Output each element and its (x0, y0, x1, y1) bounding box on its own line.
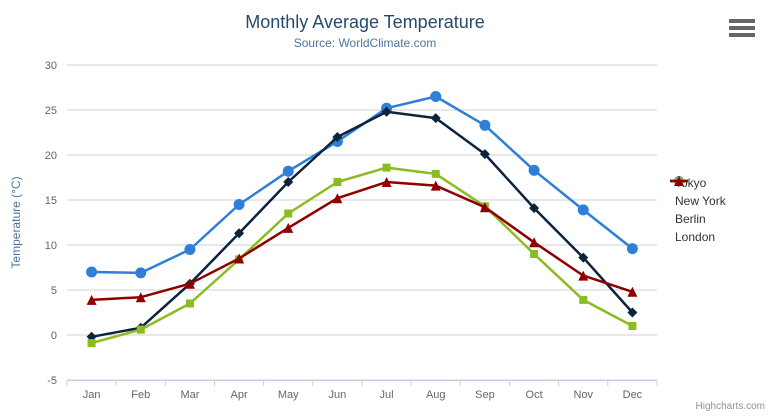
data-point-marker[interactable] (430, 91, 442, 102)
data-point-marker[interactable] (528, 164, 540, 176)
series-new-york[interactable] (86, 106, 638, 342)
data-point-marker[interactable] (185, 299, 194, 308)
y-axis-title: Temperature (°C) (9, 176, 23, 268)
data-point-marker[interactable] (382, 163, 391, 172)
y-axis-label: 25 (45, 105, 57, 117)
legend-marker-triangle-icon (670, 176, 688, 186)
data-point-marker[interactable] (530, 250, 539, 258)
data-point-marker[interactable] (87, 339, 96, 348)
legend-item-london[interactable]: London (670, 176, 768, 246)
y-axis-label: 30 (45, 60, 57, 72)
data-point-marker[interactable] (233, 199, 245, 210)
chart-legend: Tokyo New York Berlin London (670, 174, 768, 246)
data-point-marker[interactable] (184, 244, 196, 255)
data-point-marker[interactable] (284, 209, 293, 218)
data-point-marker[interactable] (184, 278, 195, 289)
data-point-marker[interactable] (234, 228, 245, 239)
data-point-marker[interactable] (282, 165, 294, 177)
data-point-marker[interactable] (135, 292, 146, 303)
data-point-marker[interactable] (579, 295, 588, 304)
data-point-marker[interactable] (234, 253, 245, 264)
x-axis-label: Jan (83, 389, 101, 401)
x-axis-label: Jun (329, 389, 347, 401)
data-point-marker[interactable] (431, 169, 440, 178)
series-tokyo[interactable] (86, 91, 638, 279)
data-point-marker[interactable] (529, 203, 540, 214)
data-point-marker[interactable] (332, 193, 343, 204)
hamburger-icon (728, 19, 756, 37)
data-point-marker[interactable] (430, 180, 441, 191)
x-axis-label: Dec (623, 389, 643, 401)
x-axis-label: May (278, 389, 299, 401)
series-line[interactable] (91, 180, 633, 302)
data-point-marker[interactable] (577, 204, 589, 216)
legend-item-berlin[interactable]: Berlin (670, 177, 768, 228)
data-point-marker[interactable] (479, 202, 490, 213)
data-point-marker[interactable] (283, 222, 294, 233)
data-point-marker[interactable] (628, 322, 637, 330)
y-axis-label: 10 (45, 240, 57, 252)
data-point-marker[interactable] (578, 252, 589, 263)
credits-link[interactable]: Highcharts.com (695, 401, 765, 412)
series-line[interactable] (91, 110, 634, 339)
x-axis-label: Feb (131, 389, 150, 401)
y-axis-label: 5 (51, 285, 57, 297)
y-axis-label: -5 (47, 375, 57, 387)
series-line[interactable] (91, 95, 634, 275)
series-london[interactable] (86, 177, 638, 305)
data-point-marker[interactable] (430, 113, 441, 124)
data-point-marker[interactable] (578, 270, 589, 281)
y-axis-label: 20 (45, 150, 57, 162)
data-point-marker[interactable] (479, 149, 490, 160)
y-axis-label: 15 (45, 195, 57, 207)
x-axis-label: Apr (231, 389, 248, 401)
data-point-marker[interactable] (627, 286, 638, 297)
x-axis-label: Jul (380, 389, 394, 401)
data-point-marker[interactable] (626, 243, 638, 255)
x-axis-label: Mar (180, 389, 199, 401)
data-point-marker[interactable] (283, 177, 294, 187)
legend-item-new-york[interactable]: New York (670, 176, 768, 210)
data-point-marker[interactable] (86, 266, 98, 278)
legend-label: London (675, 230, 716, 244)
data-point-marker[interactable] (135, 267, 147, 279)
data-point-marker[interactable] (627, 307, 638, 318)
chart-context-menu-button[interactable] (728, 19, 756, 39)
chart-subtitle: Source: WorldClimate.com (293, 36, 437, 50)
data-point-marker[interactable] (86, 294, 97, 305)
data-point-marker[interactable] (479, 119, 491, 131)
chart-title: Monthly Average Temperature (245, 12, 485, 32)
y-axis-label: 0 (51, 330, 57, 342)
series-line[interactable] (91, 166, 634, 345)
data-point-marker[interactable] (136, 325, 145, 334)
data-point-marker[interactable] (674, 176, 684, 186)
x-axis-label: Aug (426, 389, 446, 401)
x-axis-label: Oct (526, 389, 543, 401)
legend-label: Berlin (675, 212, 706, 226)
x-axis-label: Sep (475, 389, 495, 401)
data-point-marker[interactable] (332, 132, 343, 142)
data-point-marker[interactable] (381, 106, 392, 117)
data-point-marker[interactable] (529, 237, 540, 248)
data-point-marker[interactable] (333, 178, 342, 186)
legend-label: New York (675, 194, 726, 208)
x-axis-label: Nov (573, 389, 593, 401)
data-point-marker[interactable] (381, 177, 392, 187)
